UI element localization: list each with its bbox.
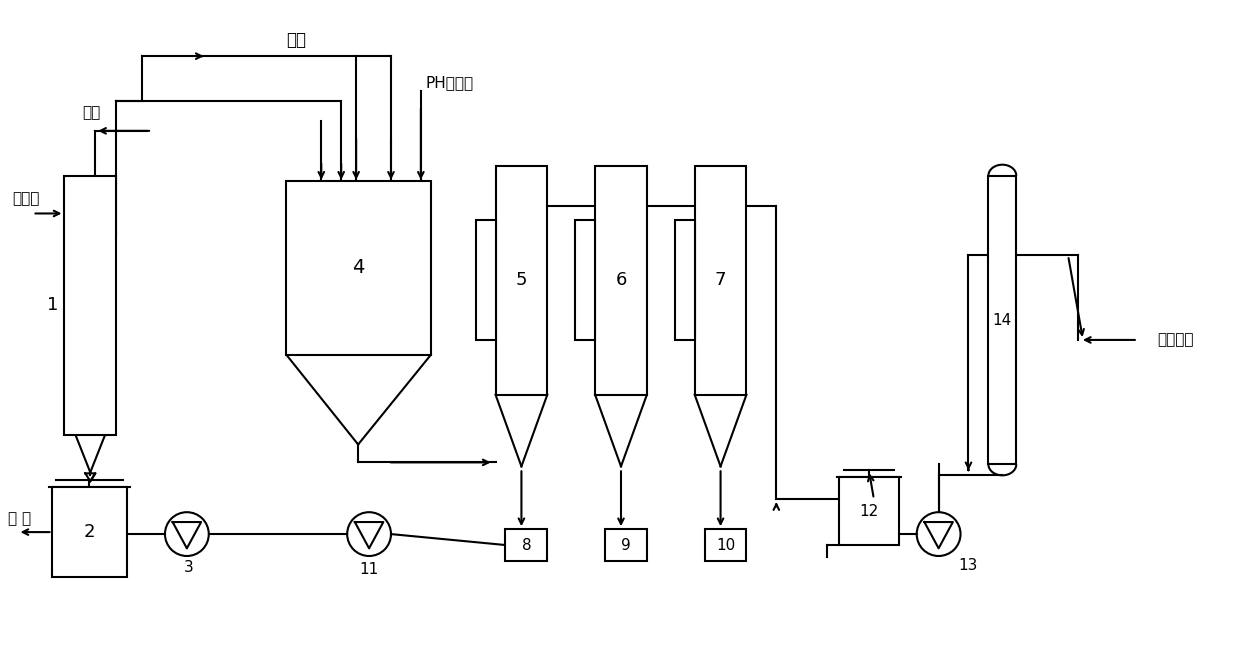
Text: 12: 12 (859, 504, 879, 519)
Text: 13: 13 (959, 558, 978, 574)
Text: PH调节剂: PH调节剂 (425, 76, 474, 90)
Text: 4: 4 (352, 258, 365, 276)
Bar (675, 220, 694, 340)
Text: 石灰乳: 石灰乳 (12, 191, 40, 206)
Text: 11: 11 (360, 563, 378, 578)
Bar (476, 220, 496, 340)
Bar (52, 487, 128, 577)
Text: 8: 8 (522, 537, 531, 552)
Text: 1: 1 (47, 296, 58, 314)
Text: 9: 9 (621, 537, 631, 552)
Bar (704, 529, 746, 561)
Bar (595, 165, 647, 395)
Bar (839, 477, 899, 545)
Text: 10: 10 (715, 537, 735, 552)
Bar (286, 181, 430, 355)
Text: 14: 14 (993, 313, 1012, 328)
Text: 压 滤: 压 滤 (7, 510, 31, 526)
Bar (605, 529, 647, 561)
Text: 烟气: 烟气 (82, 105, 100, 120)
Bar (575, 220, 595, 340)
Bar (694, 165, 746, 395)
Bar (496, 165, 547, 395)
Bar (506, 529, 547, 561)
Bar (988, 176, 1017, 464)
Text: 7: 7 (714, 271, 727, 289)
Text: 6: 6 (615, 271, 626, 289)
Text: 淡化系统: 淡化系统 (1158, 333, 1194, 348)
Text: 3: 3 (184, 561, 193, 576)
Text: 2: 2 (83, 523, 95, 541)
Bar (64, 176, 117, 435)
Text: 5: 5 (516, 271, 527, 289)
Text: 海水: 海水 (286, 31, 306, 49)
